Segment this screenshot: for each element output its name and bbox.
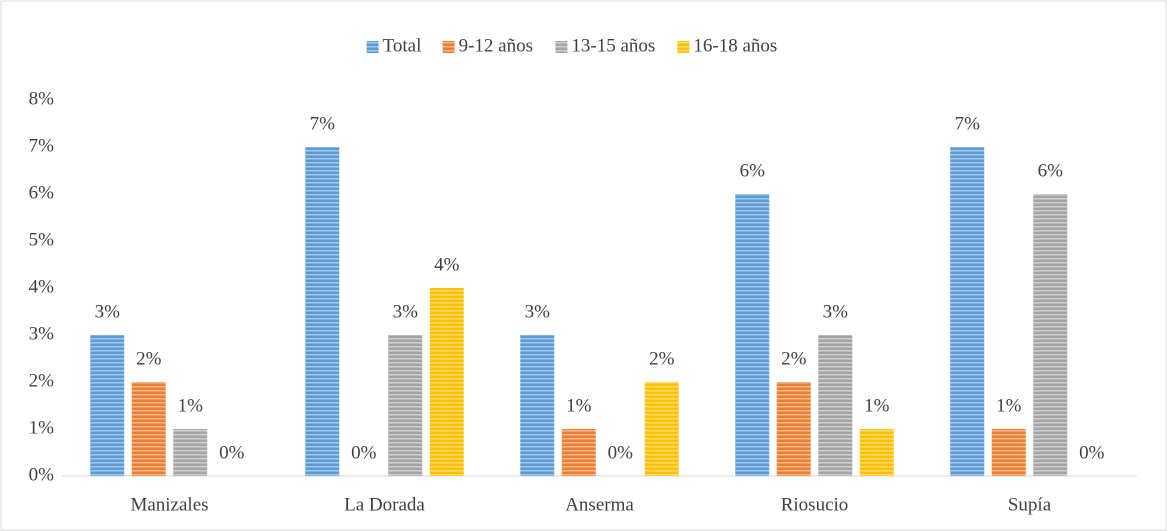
- data-label: 0%: [351, 442, 377, 463]
- y-tick-label: 8%: [29, 88, 55, 109]
- x-tick-label: La Dorada: [344, 494, 425, 515]
- legend-label: Total: [383, 35, 422, 56]
- data-label: 6%: [740, 160, 766, 181]
- bar: [90, 335, 125, 476]
- bar: [561, 429, 596, 476]
- x-tick-label: Anserma: [565, 494, 634, 515]
- bar: [818, 335, 853, 476]
- bar: [991, 429, 1026, 476]
- legend-label: 13-15 años: [571, 35, 655, 56]
- bar: [735, 194, 770, 476]
- bar: [429, 288, 464, 476]
- data-label: 1%: [178, 395, 204, 416]
- y-tick-label: 3%: [29, 323, 55, 344]
- data-label: 2%: [781, 348, 807, 369]
- bar: [859, 429, 894, 476]
- y-tick-label: 2%: [29, 370, 55, 391]
- data-label: 2%: [649, 348, 675, 369]
- bar: [644, 382, 679, 476]
- x-tick-label: Riosucio: [781, 494, 849, 515]
- y-tick-label: 5%: [29, 229, 55, 250]
- data-label: 1%: [996, 395, 1022, 416]
- y-tick-label: 1%: [29, 417, 55, 438]
- data-label: 1%: [566, 395, 592, 416]
- legend-swatch: [442, 41, 455, 53]
- x-tick-label: Supía: [1008, 494, 1052, 515]
- bar: [776, 382, 811, 476]
- data-label: 4%: [434, 254, 460, 275]
- legend-swatch: [366, 41, 379, 53]
- legend-label: 9-12 años: [459, 35, 533, 56]
- bar: [131, 382, 166, 476]
- data-label: 6%: [1038, 160, 1064, 181]
- data-label: 0%: [608, 442, 634, 463]
- data-label: 3%: [823, 301, 849, 322]
- data-label: 1%: [864, 395, 890, 416]
- y-tick-label: 4%: [29, 276, 55, 297]
- legend-swatch: [555, 41, 568, 53]
- data-label: 3%: [525, 301, 551, 322]
- data-label: 7%: [955, 113, 981, 134]
- x-tick-label: Manizales: [130, 494, 208, 515]
- data-label: 3%: [95, 301, 121, 322]
- data-label: 0%: [1079, 442, 1105, 463]
- y-tick-label: 6%: [29, 182, 55, 203]
- bar: [173, 429, 208, 476]
- data-label: 2%: [136, 348, 162, 369]
- legend-label: 16-18 años: [693, 35, 777, 56]
- bar: [305, 147, 340, 476]
- legend-swatch: [677, 41, 690, 53]
- bar: [950, 147, 985, 476]
- data-label: 0%: [219, 442, 245, 463]
- bar: [520, 335, 555, 476]
- y-tick-label: 0%: [29, 464, 55, 485]
- data-label: 7%: [310, 113, 336, 134]
- bar: [1033, 194, 1068, 476]
- y-tick-label: 7%: [29, 135, 55, 156]
- bar: [388, 335, 423, 476]
- data-label: 3%: [393, 301, 419, 322]
